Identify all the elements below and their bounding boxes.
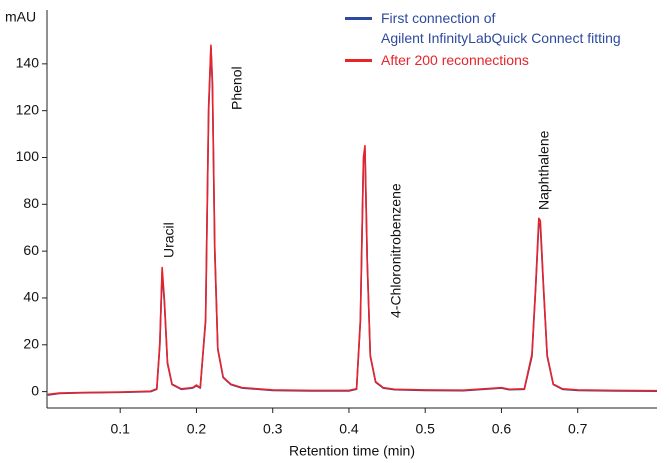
peak-label: 4-Chloronitrobenzene — [388, 183, 404, 318]
x-axis-label: Retention time (min) — [289, 443, 415, 459]
y-tick-label: 0 — [31, 382, 39, 398]
x-tick-label: 0.2 — [187, 421, 207, 437]
legend-label: After 200 reconnections — [381, 52, 529, 68]
legend-swatch — [345, 17, 372, 20]
series-line — [47, 46, 658, 396]
series-line — [47, 44, 658, 396]
peak-label: Naphthalene — [536, 130, 552, 210]
legend-label: First connection of Agilent InfinityLabQ… — [381, 10, 621, 46]
x-tick-label: 0.3 — [263, 421, 283, 437]
peak-label: Phenol — [229, 66, 245, 110]
y-axis-label: mAU — [5, 9, 36, 25]
legend-swatch — [345, 59, 372, 62]
legend-item: After 200 reconnections — [345, 50, 621, 70]
y-tick-label: 140 — [16, 55, 40, 71]
y-tick-label: 120 — [16, 101, 40, 117]
peak-label: Uracil — [161, 222, 177, 258]
y-tick-label: 100 — [16, 148, 40, 164]
y-tick-label: 60 — [23, 242, 39, 258]
x-tick-label: 0.6 — [492, 421, 512, 437]
x-tick-label: 0.1 — [110, 421, 130, 437]
y-tick-label: 40 — [23, 289, 39, 305]
legend: First connection of Agilent InfinityLabQ… — [345, 8, 621, 72]
x-tick-label: 0.7 — [568, 421, 588, 437]
y-tick-label: 80 — [23, 195, 39, 211]
y-tick-label: 20 — [23, 335, 39, 351]
x-tick-label: 0.5 — [415, 421, 435, 437]
legend-item: First connection of Agilent InfinityLabQ… — [345, 8, 621, 48]
x-tick-label: 0.4 — [339, 421, 359, 437]
